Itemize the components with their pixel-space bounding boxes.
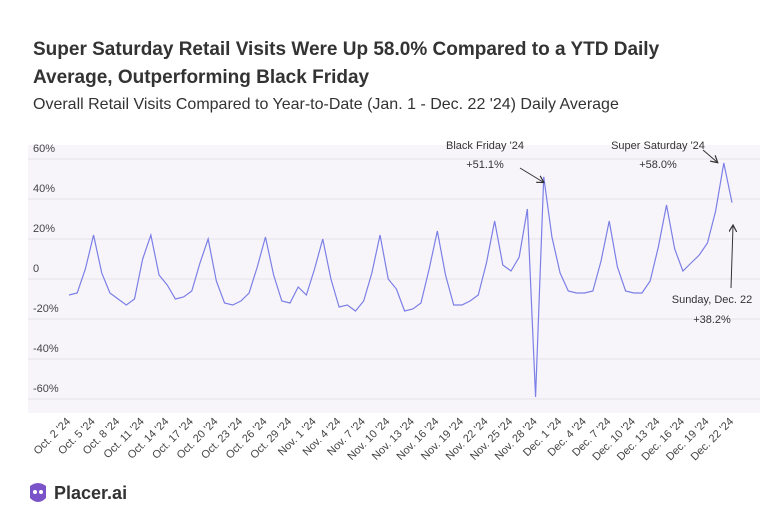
annotation-value: +58.0%: [639, 159, 677, 171]
y-tick-label: 20%: [33, 223, 55, 235]
annotation: Super Saturday '24: [611, 140, 705, 152]
annotation-value: +51.1%: [466, 159, 504, 171]
y-tick-label: 40%: [33, 183, 55, 195]
line: [68, 162, 733, 398]
y-tick-label: 0: [33, 263, 39, 275]
y-tick-label: -20%: [33, 303, 59, 315]
brand: Placer.ai: [54, 483, 127, 503]
brand-logo: [30, 483, 46, 502]
y-tick-label: 60%: [33, 143, 55, 155]
annotation-arrow: [519, 167, 543, 182]
chart-subtitle: Overall Retail Visits Compared to Year-t…: [33, 96, 619, 113]
annotation-arrow: [702, 149, 717, 162]
y-tick-label: -40%: [33, 343, 59, 355]
y-tick-label: -60%: [33, 383, 59, 395]
chart-title: Average, Outperforming Black Friday: [33, 67, 370, 88]
annotation-value: +38.2%: [693, 314, 731, 326]
chart-title: Super Saturday Retail Visits Were Up 58.…: [33, 39, 660, 60]
annotation: Black Friday '24: [446, 140, 524, 152]
annotation-arrow: [731, 226, 733, 289]
annotation: Sunday, Dec. 22: [672, 294, 753, 306]
